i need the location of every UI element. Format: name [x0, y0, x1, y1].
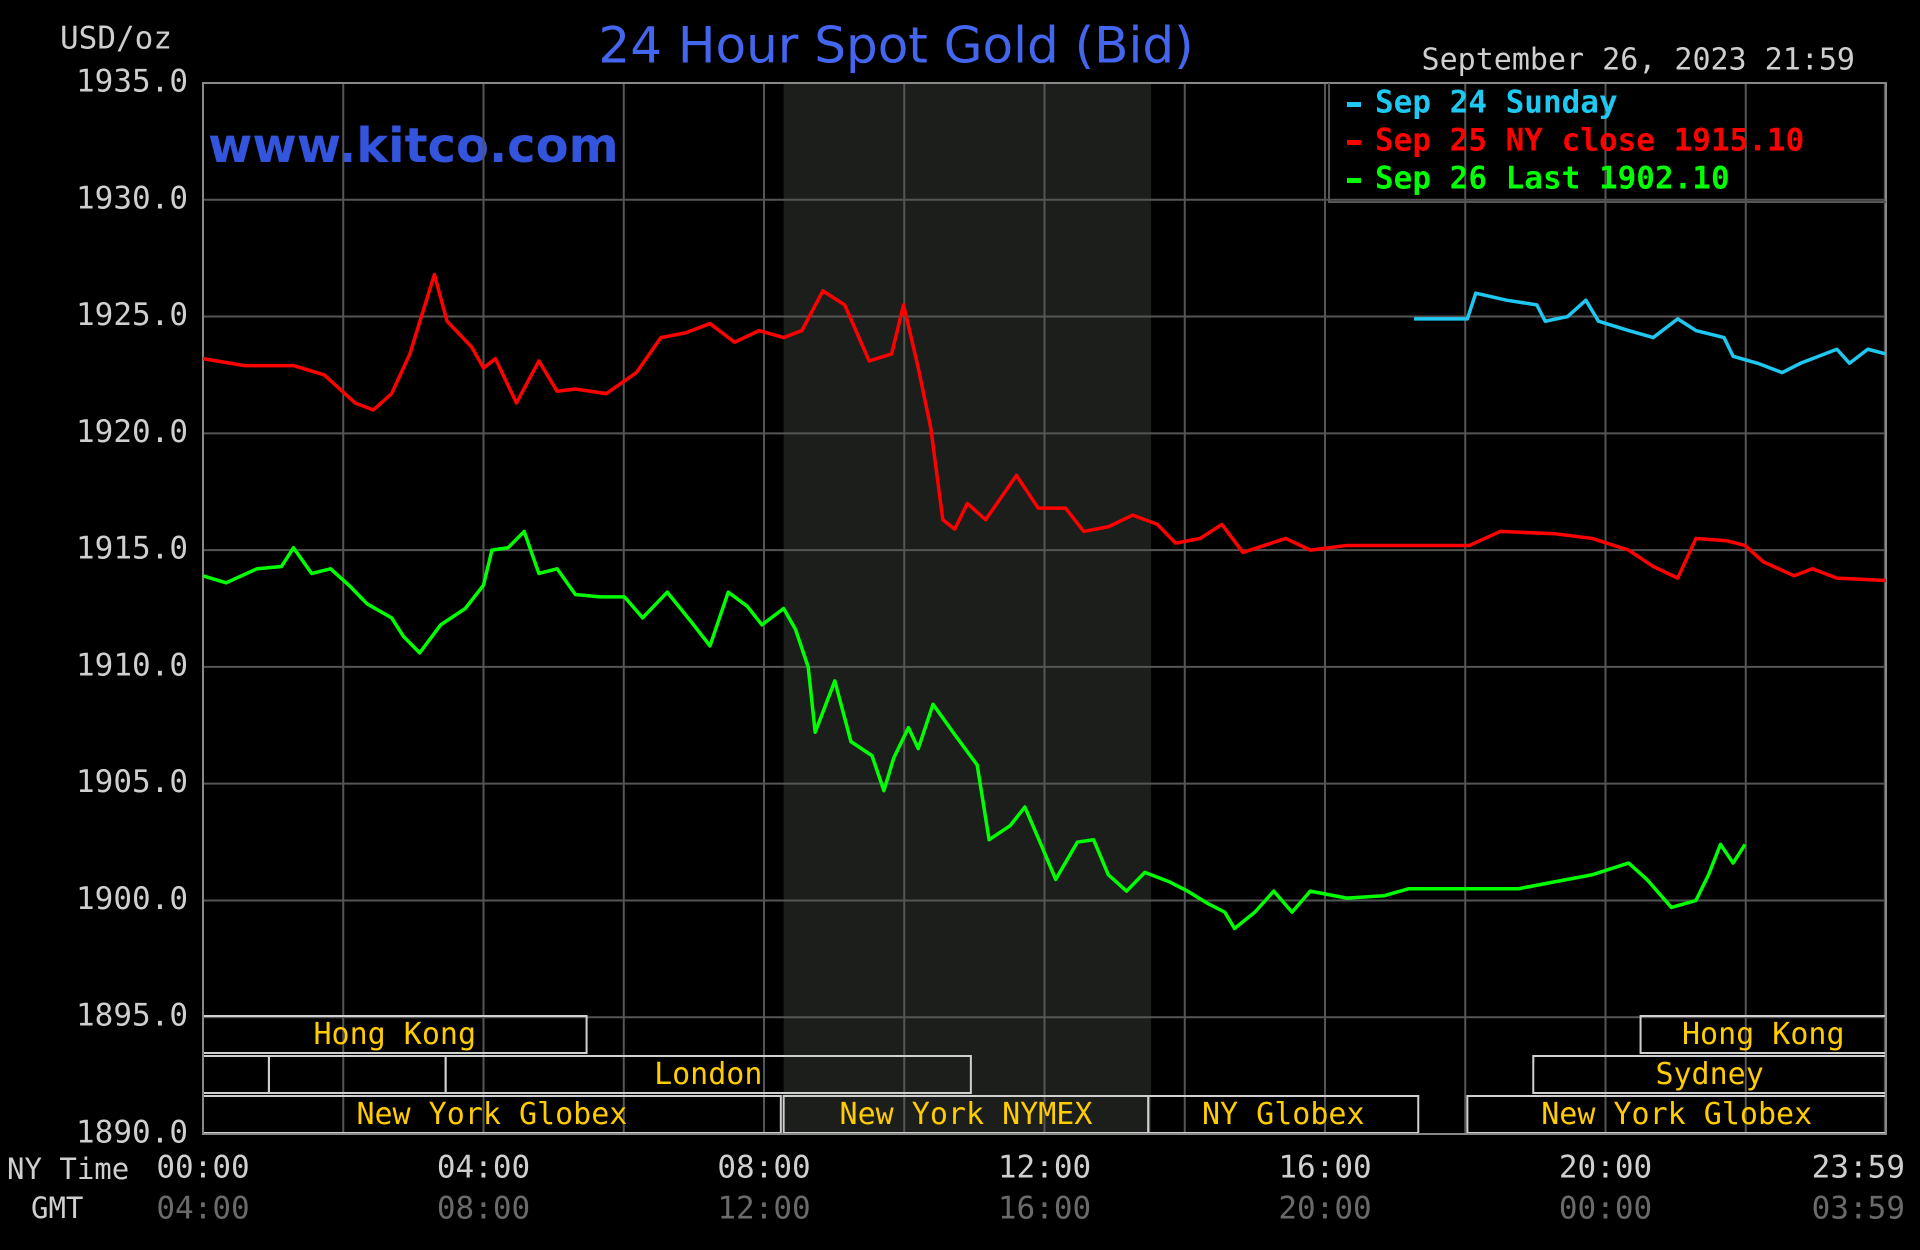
y-tick-label: 1900.0 [76, 881, 188, 917]
session-label: Sydney [1655, 1057, 1763, 1092]
x-tick-label: 12:00 [998, 1150, 1091, 1186]
series-line [202, 272, 1887, 583]
series-line [1414, 291, 1887, 375]
y-tick-label: 1915.0 [76, 531, 188, 567]
y-tick-label: 1895.0 [76, 998, 188, 1034]
shade [783, 83, 1152, 1134]
timestamp: September 26, 2023 21:59 [1422, 43, 1855, 78]
x-axis-label: NY Time [7, 1152, 129, 1186]
y-tick-label: 1925.0 [76, 297, 188, 333]
session-label: Hong Kong [1682, 1017, 1845, 1052]
gmt-tick-label: 20:00 [1278, 1191, 1371, 1227]
watermark: www.kitco.com [208, 118, 619, 174]
y-tick-label: 1935.0 [76, 64, 188, 100]
legend-label: Sep 25 NY close 1915.10 [1375, 123, 1804, 159]
session-label: New York NYMEX [840, 1097, 1093, 1132]
unit-label: USD/oz [60, 21, 172, 57]
gmt-tick-label: 08:00 [437, 1191, 530, 1227]
y-tick-label: 1910.0 [76, 647, 188, 683]
legend-marker [1347, 140, 1361, 145]
x-axis-label: GMT [31, 1191, 83, 1225]
x-tick-label: 23:59 [1812, 1150, 1905, 1186]
y-tick-label: 1890.0 [76, 1115, 188, 1151]
y-tick-label: 1905.0 [76, 764, 188, 800]
series-line [202, 529, 1747, 931]
gmt-tick-label: 00:00 [1559, 1191, 1652, 1227]
legend-marker [1347, 102, 1361, 107]
x-tick-label: 04:00 [437, 1150, 530, 1186]
chart-title: 24 Hour Spot Gold (Bid) [598, 17, 1193, 75]
session-label: New York Globex [1541, 1097, 1812, 1132]
gmt-tick-label: 03:59 [1812, 1191, 1905, 1227]
x-tick-label: 20:00 [1559, 1150, 1652, 1186]
legend-label: Sep 24 Sunday [1375, 85, 1618, 121]
session-label: NY Globex [1202, 1097, 1365, 1132]
gmt-tick-label: 16:00 [998, 1191, 1091, 1227]
legend-border [1328, 83, 1886, 203]
x-tick-label: 08:00 [717, 1150, 810, 1186]
gmt-tick-label: 12:00 [717, 1191, 810, 1227]
session-label: New York Globex [356, 1097, 627, 1132]
session-label: Hong Kong [314, 1017, 477, 1052]
session-box [444, 1055, 972, 1094]
gmt-tick-label: 04:00 [156, 1191, 249, 1227]
x-tick-label: 00:00 [156, 1150, 249, 1186]
y-tick-label: 1920.0 [76, 414, 188, 450]
legend-label: Sep 26 Last 1902.10 [1375, 161, 1730, 197]
y-tick-label: 1930.0 [76, 180, 188, 216]
x-tick-label: 16:00 [1278, 1150, 1371, 1186]
session-label: London [654, 1057, 762, 1092]
legend-marker [1347, 178, 1361, 183]
plot-border [202, 82, 1887, 1135]
